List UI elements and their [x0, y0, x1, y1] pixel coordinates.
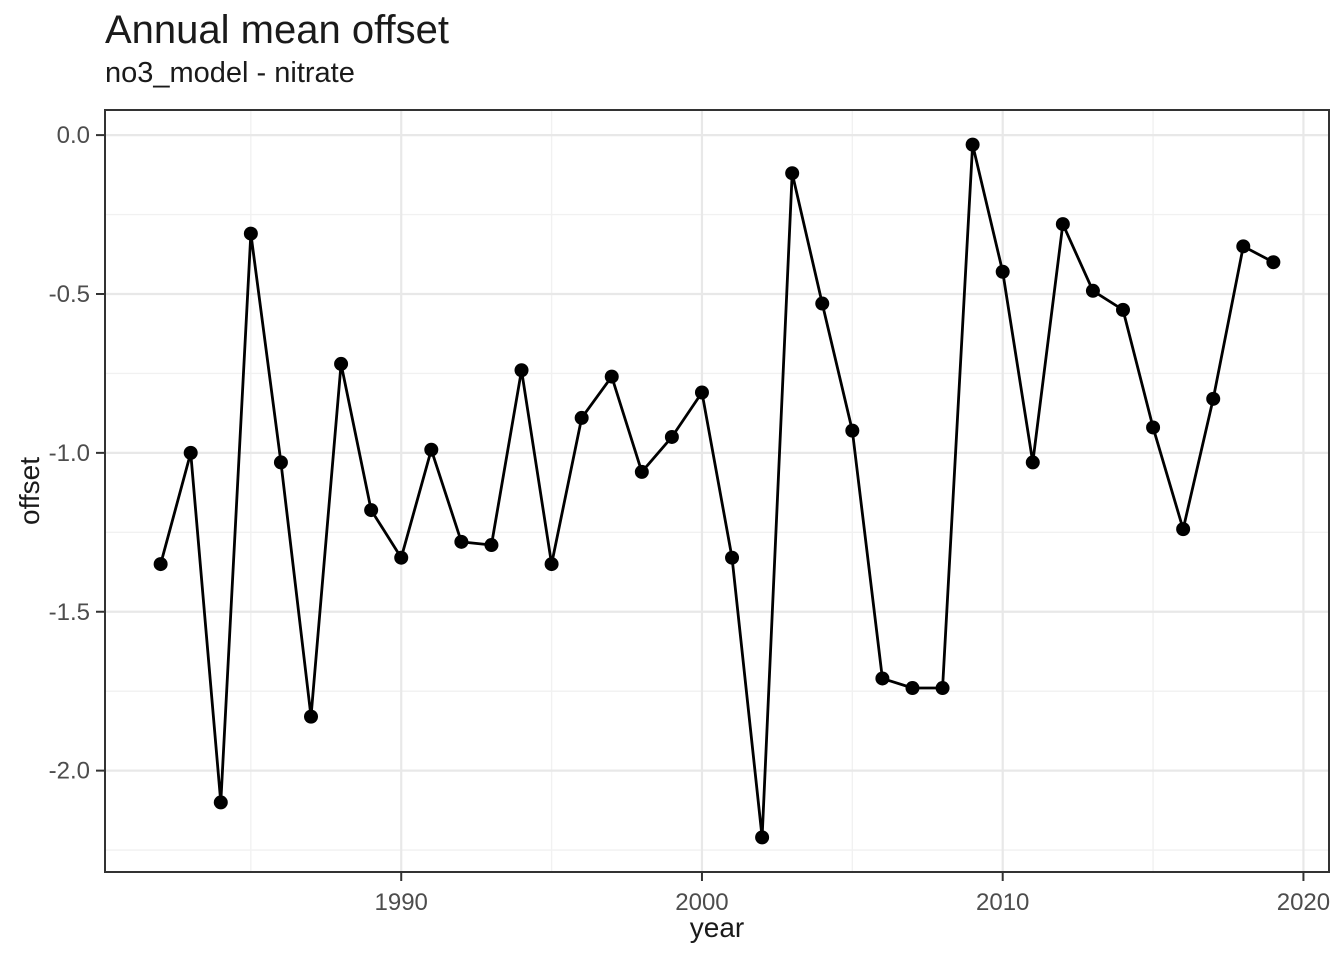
- data-point: [845, 423, 860, 438]
- data-point: [905, 681, 920, 696]
- x-axis-tick-label: 1990: [375, 889, 428, 916]
- data-point: [875, 671, 890, 686]
- y-axis-title: offset: [14, 457, 45, 525]
- x-axis-tick-label: 2000: [675, 889, 728, 916]
- chart-title: Annual mean offset: [105, 8, 449, 52]
- data-line: [159, 143, 1275, 839]
- panel-border: [104, 109, 1330, 873]
- data-point: [153, 557, 168, 572]
- data-point: [1146, 420, 1161, 435]
- data-point: [514, 363, 529, 378]
- data-point: [785, 166, 800, 181]
- y-axis-tick-label: -2.0: [49, 758, 90, 785]
- data-point: [965, 137, 980, 152]
- y-axis-tick-label: -0.5: [49, 281, 90, 308]
- data-point: [454, 534, 469, 549]
- data-point: [183, 445, 198, 460]
- data-point: [755, 830, 770, 845]
- panel-background: [105, 110, 1329, 872]
- data-point: [364, 503, 379, 518]
- data-point: [243, 226, 258, 241]
- data-point: [664, 429, 679, 444]
- data-point: [815, 296, 830, 311]
- data-point: [634, 464, 649, 479]
- data-point: [334, 356, 349, 371]
- data-point: [1025, 455, 1040, 470]
- data-point: [574, 410, 589, 425]
- data-point: [995, 264, 1010, 279]
- data-point: [213, 795, 228, 810]
- x-axis-tick-label: 2010: [976, 889, 1029, 916]
- data-point: [1266, 255, 1281, 270]
- data-point: [273, 455, 288, 470]
- data-point: [304, 709, 319, 724]
- data-point: [1236, 239, 1251, 254]
- data-point: [1085, 283, 1100, 298]
- y-axis-tick-label: 0.0: [57, 122, 90, 149]
- data-point: [604, 369, 619, 384]
- data-point: [1206, 391, 1221, 406]
- y-axis-tick-label: -1.5: [49, 599, 90, 626]
- data-point: [1055, 217, 1070, 232]
- data-point: [935, 681, 950, 696]
- data-point: [1115, 302, 1130, 317]
- x-axis-tick-label: 2020: [1277, 889, 1330, 916]
- x-axis-title: year: [689, 912, 745, 943]
- data-point: [1176, 522, 1191, 537]
- data-point: [694, 385, 709, 400]
- data-point: [544, 557, 559, 572]
- data-point: [424, 442, 439, 457]
- y-axis-tick-label: -1.0: [49, 440, 90, 467]
- chart-subtitle: no3_model - nitrate: [105, 57, 355, 89]
- data-point: [725, 550, 740, 565]
- data-point: [484, 538, 499, 553]
- data-point: [394, 550, 409, 565]
